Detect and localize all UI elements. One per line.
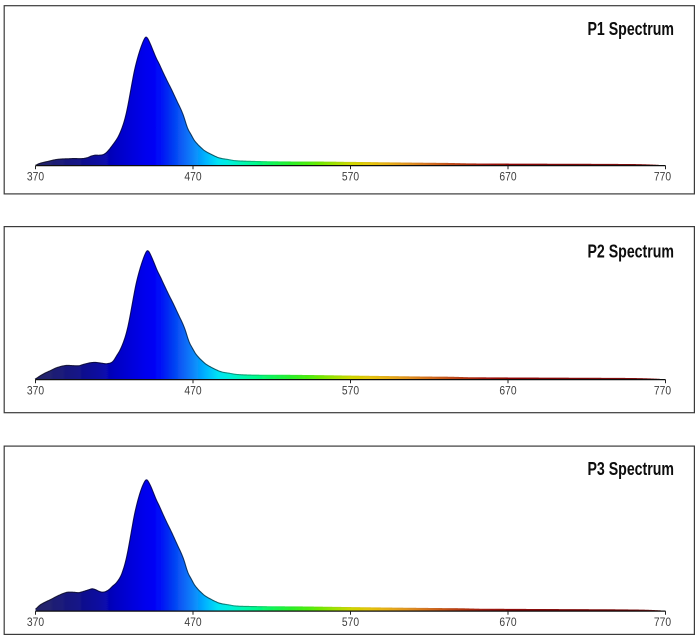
svg-text:670: 670: [499, 386, 516, 398]
svg-text:P2 Spectrum: P2 Spectrum: [588, 241, 675, 261]
svg-text:370: 370: [27, 617, 44, 629]
svg-text:P1 Spectrum: P1 Spectrum: [588, 19, 675, 39]
svg-text:470: 470: [184, 386, 201, 398]
svg-text:370: 370: [27, 386, 44, 398]
svg-text:770: 770: [654, 617, 671, 629]
svg-text:P3 Spectrum: P3 Spectrum: [588, 459, 675, 479]
svg-text:570: 570: [342, 172, 359, 184]
svg-text:470: 470: [184, 617, 201, 629]
svg-text:770: 770: [654, 172, 671, 184]
svg-text:670: 670: [499, 172, 516, 184]
svg-text:370: 370: [27, 172, 44, 184]
svg-text:570: 570: [342, 386, 359, 398]
svg-text:470: 470: [184, 172, 201, 184]
svg-text:670: 670: [499, 617, 516, 629]
svg-text:570: 570: [342, 617, 359, 629]
svg-text:770: 770: [654, 386, 671, 398]
